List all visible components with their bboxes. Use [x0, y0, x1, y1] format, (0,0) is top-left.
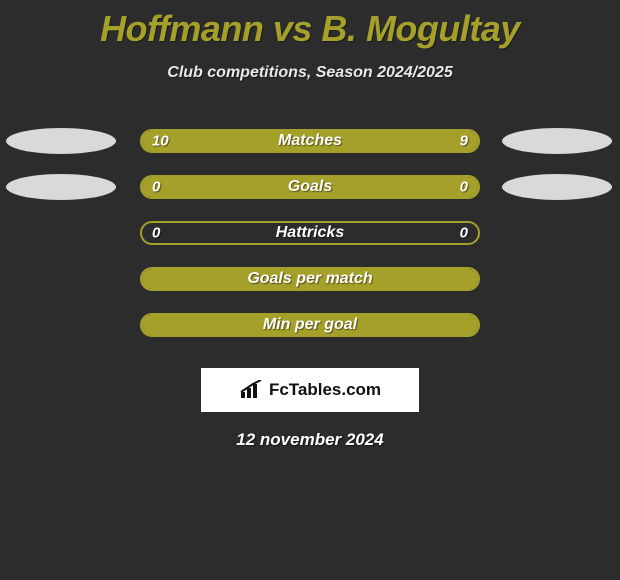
stat-value-right: 9 [460, 133, 468, 150]
badge-text: FcTables.com [269, 380, 381, 400]
page-subtitle: Club competitions, Season 2024/2025 [0, 64, 620, 82]
stat-value-right: 0 [460, 225, 468, 242]
chart-icon [239, 380, 263, 400]
date-label: 12 november 2024 [0, 430, 620, 450]
bar-fill-right [320, 131, 478, 151]
stat-value-left: 10 [152, 133, 169, 150]
stat-label: Goals [288, 178, 332, 196]
comparison-row: Min per goal [0, 302, 620, 348]
stat-label: Min per goal [263, 316, 357, 334]
bar-fill-left [142, 177, 310, 197]
source-badge: FcTables.com [201, 368, 419, 412]
stat-label: Hattricks [276, 224, 344, 242]
comparison-rows: 10 9 Matches 0 0 Goals 0 0 Hattricks Goals per ma… [0, 118, 620, 348]
stat-bar: Min per goal [140, 313, 480, 337]
stat-bar: 0 0 Goals [140, 175, 480, 199]
stat-value-right: 0 [460, 179, 468, 196]
page-title: Hoffmann vs B. Mogultay [0, 0, 620, 50]
bar-fill-right [310, 177, 478, 197]
stat-bar: 0 0 Hattricks [140, 221, 480, 245]
player-ellipse-right [502, 128, 612, 154]
stat-label: Matches [278, 132, 342, 150]
stat-value-left: 0 [152, 179, 160, 196]
player-ellipse-left [6, 128, 116, 154]
player-ellipse-left [6, 174, 116, 200]
comparison-row: Goals per match [0, 256, 620, 302]
stat-bar: 10 9 Matches [140, 129, 480, 153]
player-ellipse-right [502, 174, 612, 200]
comparison-row: 0 0 Goals [0, 164, 620, 210]
comparison-row: 10 9 Matches [0, 118, 620, 164]
stat-label: Goals per match [247, 270, 372, 288]
stat-value-left: 0 [152, 225, 160, 242]
comparison-row: 0 0 Hattricks [0, 210, 620, 256]
stat-bar: Goals per match [140, 267, 480, 291]
